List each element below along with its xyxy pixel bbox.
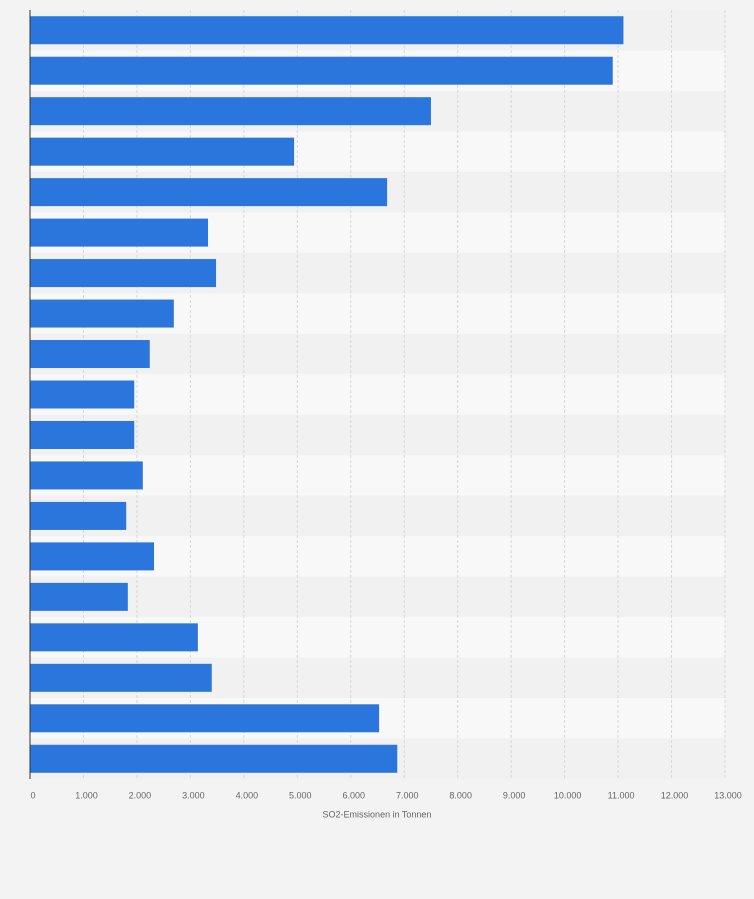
x-tick-label: 7.000 <box>396 790 419 800</box>
bar <box>30 218 209 247</box>
bar <box>30 542 155 571</box>
row-band <box>30 576 725 618</box>
x-tick-label: 12.000 <box>661 790 689 800</box>
bar <box>30 623 198 652</box>
bar <box>30 97 431 126</box>
bar <box>30 56 613 85</box>
x-tick-label: 5.000 <box>289 790 312 800</box>
bar <box>30 340 150 369</box>
bar <box>30 380 135 409</box>
bar <box>30 582 128 611</box>
bar <box>30 16 624 45</box>
x-tick-label: 3.000 <box>182 790 205 800</box>
row-band <box>30 374 725 415</box>
row-band <box>30 455 725 496</box>
x-tick-label: 4.000 <box>236 790 259 800</box>
bar <box>30 461 143 490</box>
bar <box>30 704 380 733</box>
row-band <box>30 414 725 456</box>
x-tick-label: 11.000 <box>608 790 635 800</box>
bar <box>30 259 217 288</box>
bar <box>30 744 398 773</box>
x-tick-label: 0 <box>30 790 35 800</box>
x-tick-label: 6.000 <box>343 790 366 800</box>
bar <box>30 420 135 449</box>
x-tick-label: 1.000 <box>75 790 98 800</box>
row-band <box>30 495 725 537</box>
bar <box>30 663 212 692</box>
x-tick-label: 2.000 <box>129 790 152 800</box>
bar <box>30 501 127 530</box>
x-tick-label: 10.000 <box>554 790 582 800</box>
bar <box>30 299 174 328</box>
x-axis-title: SO2-Emissionen in Tonnen <box>323 809 432 819</box>
bar <box>30 178 388 207</box>
bar <box>30 137 295 166</box>
x-tick-label: 8.000 <box>449 790 472 800</box>
x-tick-label: 9.000 <box>503 790 526 800</box>
x-tick-label: 13.000 <box>714 790 742 800</box>
